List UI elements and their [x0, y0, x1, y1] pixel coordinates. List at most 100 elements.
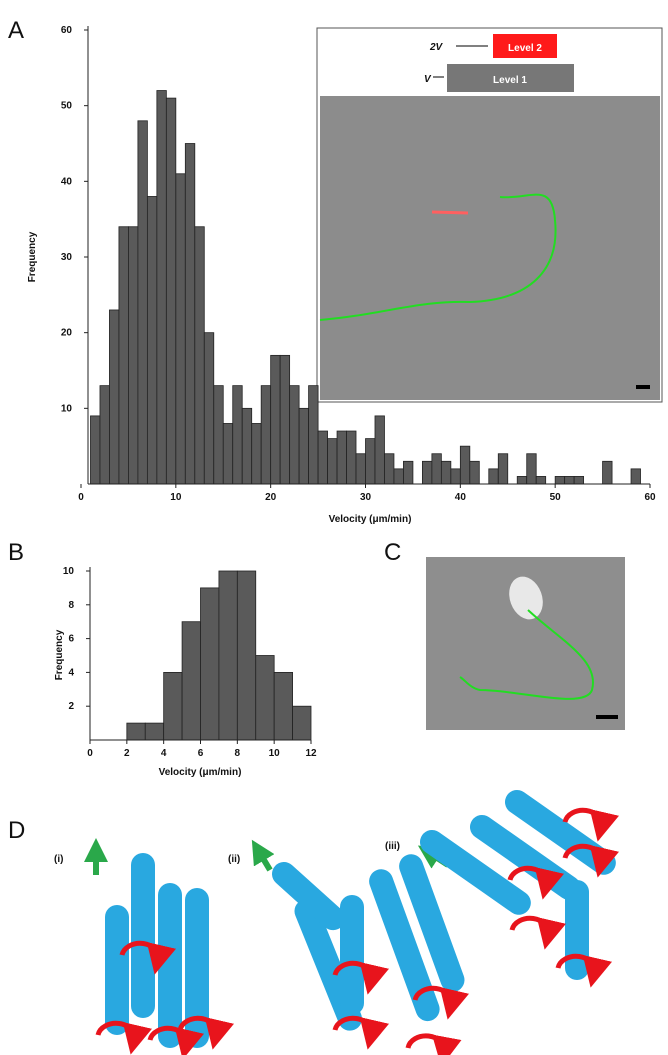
panel-label: B — [8, 539, 24, 566]
y-tick-label: 4 — [68, 667, 74, 678]
bar — [327, 438, 338, 485]
bar — [384, 453, 395, 485]
y-tick-label: 60 — [61, 25, 73, 36]
x-tick-label: 6 — [198, 748, 204, 759]
scale-bar — [636, 385, 650, 389]
x-tick-label: 8 — [235, 748, 241, 759]
scale-bar — [596, 715, 618, 719]
bar — [526, 453, 537, 485]
panel-c — [426, 557, 625, 730]
bar — [203, 332, 215, 485]
bar — [144, 722, 165, 741]
bar — [99, 385, 110, 485]
bar — [365, 438, 376, 485]
x-tick-label: 0 — [78, 492, 84, 503]
y-tick-label: 30 — [61, 252, 73, 263]
bar — [317, 430, 328, 485]
tubes — [105, 790, 616, 1048]
bar — [346, 430, 357, 485]
label: (iii) — [385, 841, 400, 852]
x-tick-label: 12 — [305, 748, 317, 759]
bar — [393, 468, 404, 485]
bar — [298, 407, 310, 485]
bar — [497, 453, 509, 485]
x-tick-label: 10 — [269, 748, 281, 759]
x-tick-label: 0 — [87, 748, 93, 759]
level-box — [447, 64, 574, 92]
x-tick-label: 10 — [170, 492, 182, 503]
x-axis-title: Velocity (μm/min) — [329, 514, 412, 525]
label: Level 1 — [493, 75, 527, 86]
bar — [213, 385, 224, 485]
micrograph — [320, 96, 660, 400]
bar — [156, 90, 167, 485]
label: Level 2 — [508, 43, 542, 54]
bar — [175, 173, 186, 485]
bar — [469, 460, 480, 485]
y-axis-title: Frequency — [27, 231, 38, 282]
x-tick-label: 50 — [550, 492, 562, 503]
cell — [509, 576, 543, 620]
panel-d: (i) (ii) (iii) — [54, 790, 619, 1055]
y-tick-label: 10 — [61, 403, 73, 414]
label: 2V — [429, 42, 444, 53]
y-tick-label: 50 — [61, 101, 73, 112]
y-tick-label: 40 — [61, 176, 73, 187]
y-tick-label: 20 — [61, 328, 73, 339]
bar — [118, 226, 129, 485]
bar — [308, 385, 319, 485]
bar — [251, 423, 262, 485]
bar — [403, 460, 414, 485]
bar — [355, 453, 366, 485]
bar — [146, 196, 158, 485]
bar — [165, 97, 177, 485]
bar — [90, 415, 101, 485]
bar — [564, 476, 575, 485]
y-tick-label: 2 — [68, 701, 74, 712]
x-tick-label: 30 — [360, 492, 372, 503]
bar — [440, 460, 452, 485]
bar — [602, 460, 613, 485]
bar — [431, 453, 442, 485]
x-tick-label: 4 — [161, 748, 167, 759]
bar — [109, 309, 120, 485]
x-tick-label: 20 — [265, 492, 277, 503]
track — [459, 609, 595, 700]
bar — [163, 672, 183, 741]
bar — [516, 476, 528, 485]
bar — [200, 587, 220, 741]
bar — [630, 468, 641, 485]
y-tick-label: 8 — [68, 600, 74, 611]
label: (ii) — [228, 854, 240, 865]
bar — [241, 407, 253, 485]
bar — [421, 460, 433, 485]
bar — [181, 621, 201, 741]
bar — [279, 354, 291, 485]
bar — [450, 468, 461, 485]
x-tick-label: 40 — [455, 492, 467, 503]
bar — [270, 354, 281, 485]
rotation-arrows — [95, 807, 619, 1055]
label: V — [424, 74, 432, 85]
bar — [374, 415, 385, 485]
inset: 2V Level 2 V Level 1 — [316, 27, 663, 403]
bar — [573, 476, 585, 485]
panel-label: A — [8, 17, 24, 44]
bar — [126, 722, 146, 741]
level-box — [493, 34, 557, 58]
bar — [535, 476, 547, 485]
x-tick-label: 60 — [644, 492, 656, 503]
bar — [292, 705, 312, 741]
panel-label: C — [384, 539, 401, 566]
direction — [251, 839, 275, 872]
trail — [431, 210, 469, 215]
bar — [289, 385, 300, 485]
panel-label: D — [8, 817, 25, 844]
bar — [260, 385, 272, 485]
x-tick-label: 2 — [124, 748, 130, 759]
bar — [137, 120, 148, 485]
bar — [273, 672, 293, 741]
x-axis-title: Velocity (μm/min) — [159, 767, 242, 778]
track — [319, 193, 557, 321]
